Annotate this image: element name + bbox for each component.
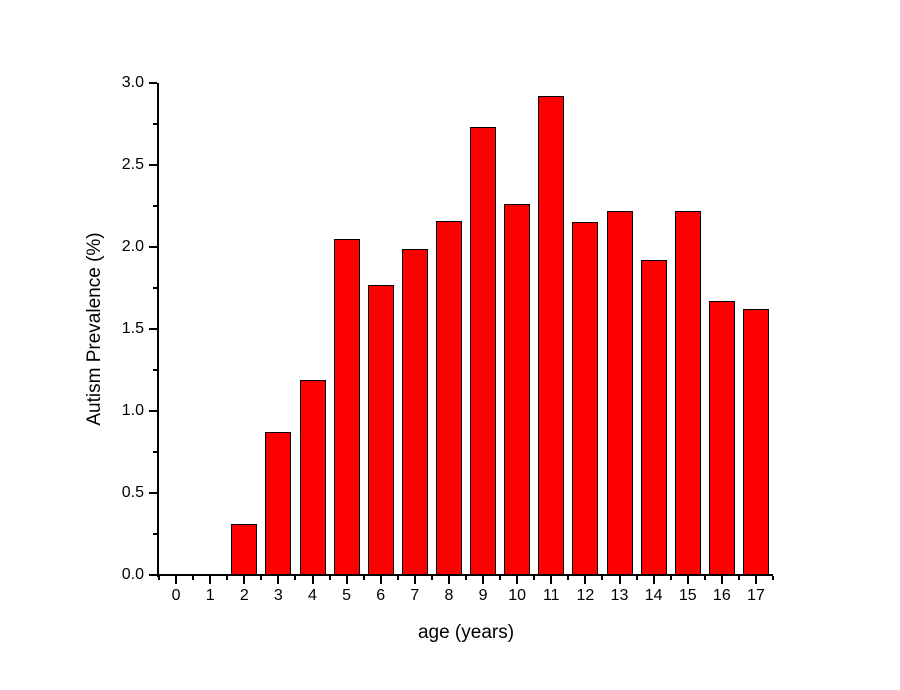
y-major-tick — [149, 492, 157, 494]
x-minor-tick — [260, 576, 263, 580]
x-major-tick — [311, 576, 314, 584]
x-minor-tick — [226, 576, 229, 580]
x-major-tick — [277, 576, 280, 584]
x-tick-label: 2 — [239, 587, 249, 604]
x-minor-tick — [772, 576, 774, 580]
y-major-tick — [149, 410, 157, 412]
x-major-tick — [447, 576, 450, 584]
y-minor-tick — [153, 205, 157, 207]
x-major-tick — [209, 576, 212, 584]
x-major-tick — [686, 576, 689, 584]
x-major-tick — [720, 576, 723, 584]
bar-age-15 — [674, 210, 701, 575]
y-tick-label: 0.0 — [121, 566, 144, 583]
x-tick-label: 15 — [678, 587, 697, 604]
bar-age-13 — [606, 210, 633, 575]
y-minor-tick — [153, 369, 157, 371]
x-minor-tick — [499, 576, 502, 580]
x-major-tick — [482, 576, 485, 584]
x-minor-tick — [294, 576, 297, 580]
x-minor-tick — [737, 576, 740, 580]
x-minor-tick — [533, 576, 536, 580]
x-minor-tick — [430, 576, 433, 580]
x-major-tick — [243, 576, 246, 584]
bar-age-5 — [333, 238, 360, 575]
bar-age-17 — [742, 309, 769, 575]
x-tick-label: 12 — [576, 587, 595, 604]
x-major-tick — [379, 576, 382, 584]
bar-age-3 — [265, 432, 292, 575]
y-major-tick — [149, 82, 157, 84]
x-major-tick — [754, 576, 757, 584]
y-axis-line — [157, 83, 159, 577]
bar-age-11 — [538, 96, 565, 575]
x-minor-tick — [465, 576, 467, 580]
bar-age-14 — [640, 260, 667, 575]
bar-age-16 — [708, 301, 735, 575]
bar-age-9 — [470, 127, 497, 575]
x-minor-tick — [328, 576, 331, 580]
y-tick-label: 2.5 — [121, 156, 144, 173]
bar-age-7 — [401, 248, 428, 575]
y-tick-label: 1.0 — [121, 402, 144, 419]
x-major-tick — [584, 576, 587, 584]
x-tick-label: 11 — [542, 587, 560, 604]
x-tick-label: 5 — [342, 587, 352, 604]
x-major-tick — [345, 576, 348, 584]
bar-age-6 — [367, 284, 394, 575]
y-tick-label: 1.5 — [121, 320, 144, 337]
bar-age-8 — [435, 220, 462, 575]
y-major-tick — [149, 574, 157, 576]
x-major-tick — [175, 576, 178, 584]
y-tick-label: 2.0 — [121, 238, 144, 255]
x-tick-label: 14 — [644, 587, 663, 604]
y-tick-label: 3.0 — [121, 74, 144, 91]
x-major-tick — [550, 576, 553, 584]
x-axis-title: age (years) — [417, 622, 515, 643]
y-major-tick — [149, 246, 157, 248]
x-tick-label: 9 — [478, 587, 488, 604]
x-minor-tick — [601, 576, 604, 580]
y-minor-tick — [153, 123, 157, 125]
y-tick-label: 0.5 — [121, 484, 144, 501]
y-major-tick — [149, 328, 157, 330]
x-minor-tick — [362, 576, 365, 580]
x-tick-label: 0 — [171, 587, 181, 604]
x-minor-tick — [192, 576, 195, 580]
x-major-tick — [413, 576, 416, 584]
x-major-tick — [652, 576, 655, 584]
y-minor-tick — [153, 533, 157, 535]
x-tick-label: 16 — [712, 587, 731, 604]
x-minor-tick — [635, 576, 638, 580]
x-minor-tick — [669, 576, 672, 580]
x-tick-label: 6 — [376, 587, 386, 604]
y-minor-tick — [153, 287, 157, 289]
x-tick-label: 4 — [308, 587, 317, 604]
x-minor-tick — [158, 576, 160, 580]
y-major-tick — [149, 164, 157, 166]
x-tick-label: 3 — [273, 587, 283, 604]
bar-age-4 — [299, 379, 326, 575]
x-major-tick — [618, 576, 621, 584]
y-minor-tick — [153, 451, 157, 453]
x-major-tick — [516, 576, 519, 584]
x-tick-label: 17 — [747, 587, 765, 604]
bar-age-12 — [572, 222, 599, 575]
x-tick-label: 7 — [410, 587, 420, 604]
x-minor-tick — [703, 576, 706, 580]
x-axis-line — [157, 574, 773, 576]
x-minor-tick — [567, 576, 570, 580]
x-tick-label: 1 — [205, 587, 215, 604]
x-tick-label: 13 — [610, 587, 629, 604]
x-tick-label: 10 — [508, 587, 527, 604]
bar-age-10 — [504, 204, 531, 575]
x-tick-label: 8 — [444, 587, 454, 604]
x-minor-tick — [396, 576, 399, 580]
bar-age-2 — [231, 524, 258, 575]
